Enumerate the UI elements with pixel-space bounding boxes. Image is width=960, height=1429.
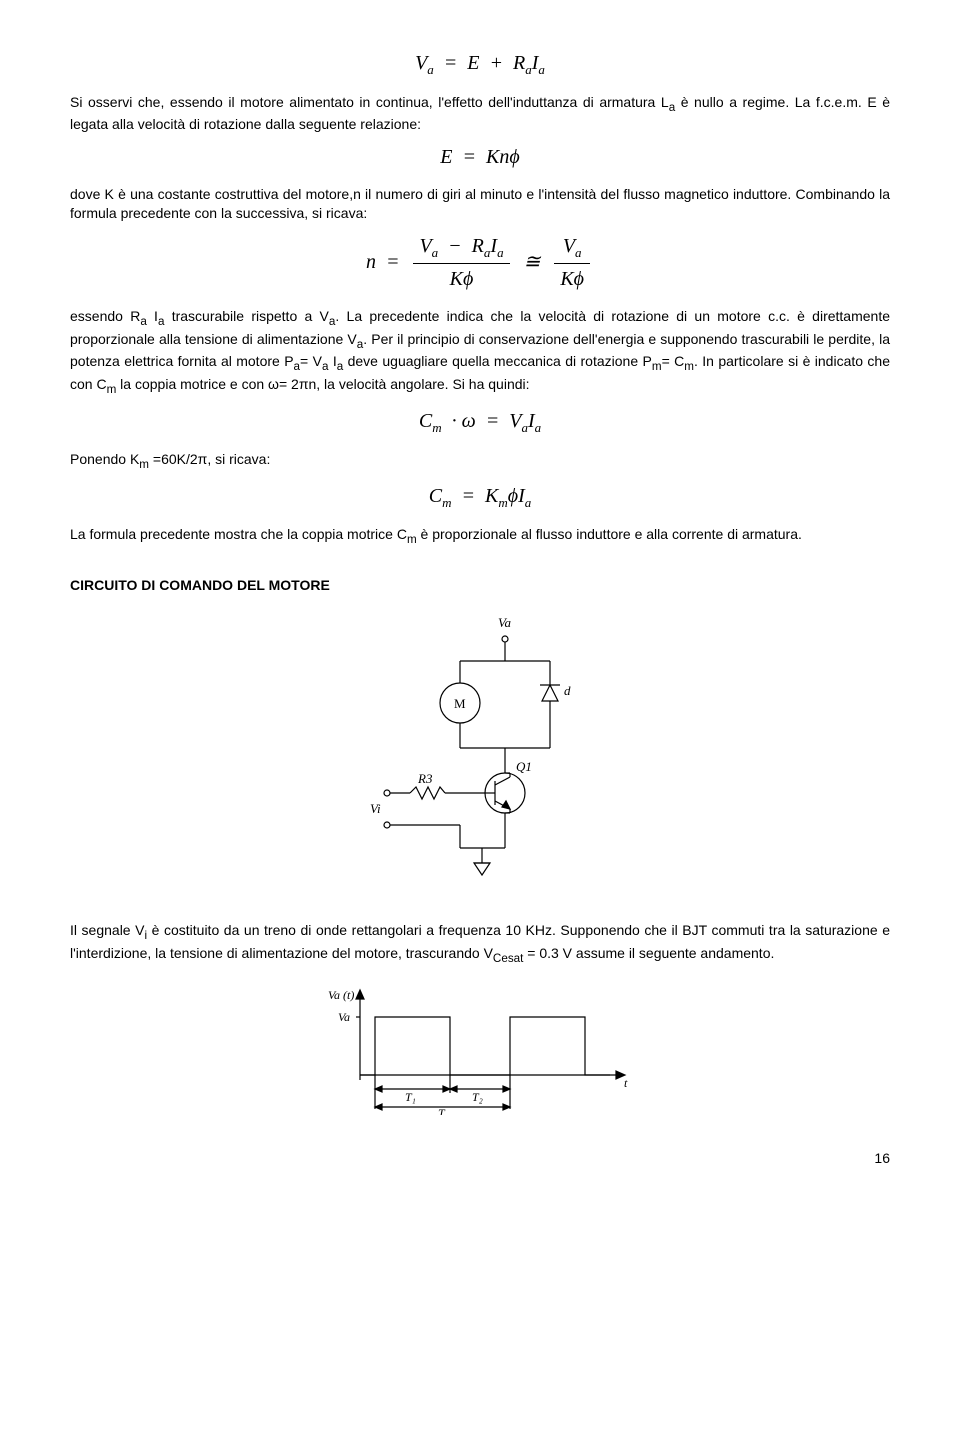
eq2-phi: ϕ xyxy=(509,146,519,168)
eq2-K: K xyxy=(486,146,499,168)
eq3-frac2: Va Kϕ xyxy=(554,233,590,294)
eq1-R: R xyxy=(513,52,525,74)
wf-ytick: Va xyxy=(338,1010,350,1024)
wf-xlabel: t xyxy=(624,1076,628,1090)
equation-e: E = Knϕ xyxy=(70,144,890,171)
eq3-approx: ≅ xyxy=(524,251,541,273)
eq3-frac1: Va − RaIa Kϕ xyxy=(413,233,509,294)
circuit-q1-label: Q1 xyxy=(516,759,532,774)
eq1-a1: a xyxy=(427,62,434,77)
waveform-svg: Va (t) Va t T₁ T₂ T xyxy=(320,985,640,1115)
eq1-a3: a xyxy=(538,62,545,77)
para1-text: Si osservi che, essendo il motore alimen… xyxy=(70,94,669,110)
circuit-vi-label: Vi xyxy=(370,801,381,816)
eq1-eq: = xyxy=(444,52,458,74)
eq1-plus: + xyxy=(490,52,504,74)
paragraph-6: Il segnale Vi è costituito da un treno d… xyxy=(70,921,890,966)
circuit-svg: Va M d Q1 R3 xyxy=(350,613,610,893)
circuit-d-label: d xyxy=(564,683,571,698)
wf-ylabel: Va (t) xyxy=(328,988,354,1002)
eq2-E: E xyxy=(440,146,452,168)
eq2-eq: = xyxy=(463,146,477,168)
equation-va: Va = E + RaIa xyxy=(70,50,890,79)
eq2-n: n xyxy=(499,146,509,168)
wf-t1: T₁ xyxy=(405,1090,416,1104)
eq3-eq: = xyxy=(386,251,400,273)
paragraph-1: Si osservi che, essendo il motore alimen… xyxy=(70,93,890,134)
circuit-va-label: Va xyxy=(498,615,512,630)
equation-cm-omega: Cm · ω = VaIa xyxy=(70,408,890,437)
wf-t2: T₂ xyxy=(472,1090,483,1104)
eq1-V: V xyxy=(415,52,427,74)
circuit-r3-label: R3 xyxy=(417,771,433,786)
waveform-figure: Va (t) Va t T₁ T₂ T xyxy=(70,985,890,1120)
equation-cm-km: Cm = KmϕIa xyxy=(70,483,890,512)
eq3-n: n xyxy=(366,251,376,273)
circuit-figure: Va M d Q1 R3 xyxy=(70,613,890,898)
page-number: 16 xyxy=(70,1149,890,1168)
equation-n: n = Va − RaIa Kϕ ≅ Va Kϕ xyxy=(70,233,890,294)
eq1-E: E xyxy=(467,52,479,74)
paragraph-3: essendo Ra Ia trascurabile rispetto a Va… xyxy=(70,307,890,397)
paragraph-5: La formula precedente mostra che la copp… xyxy=(70,525,890,548)
paragraph-4: Ponendo Km =60K/2π, si ricava: xyxy=(70,450,890,473)
circuit-m-label: M xyxy=(454,696,466,711)
paragraph-2: dove K è una costante costruttiva del mo… xyxy=(70,185,890,223)
section-heading: CIRCUITO DI COMANDO DEL MOTORE xyxy=(70,576,890,595)
